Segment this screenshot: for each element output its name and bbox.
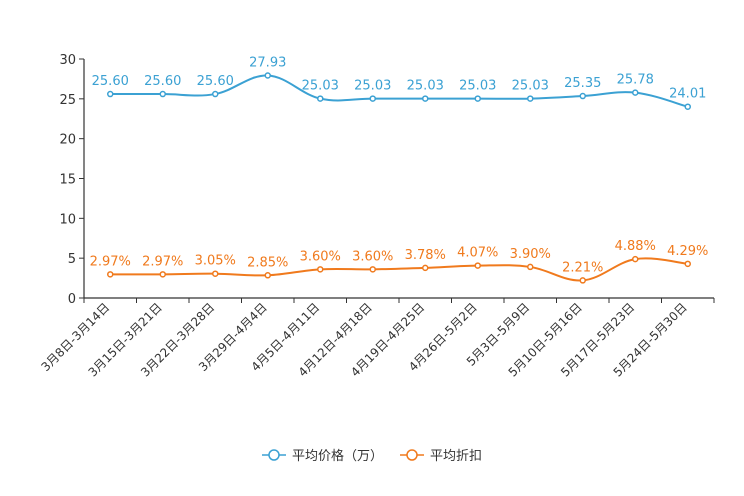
series-line <box>110 74 689 108</box>
data-point[interactable] <box>474 95 481 102</box>
data-point[interactable] <box>579 277 586 284</box>
series-layer: 25.60 25.60 25.60 27.93 25.03 25.03 25.03 25.03… <box>90 55 708 284</box>
data-label: 25.03 <box>407 79 444 94</box>
legend: 平均价格（万） 平均折扣 <box>262 448 482 464</box>
data-point[interactable] <box>422 264 429 272</box>
series-2: 2.97% 2.97% 3.05% 2.85% 3.60% 3.60% 3.78% 4.07%… <box>90 239 708 284</box>
data-label: 3.78% <box>405 248 446 263</box>
y-tick-label: 0 <box>68 292 76 307</box>
data-point[interactable] <box>369 266 376 273</box>
data-label: 2.85% <box>247 255 288 270</box>
data-label: 4.88% <box>615 239 656 254</box>
data-label: 3.05% <box>195 254 236 269</box>
series-line <box>110 257 688 282</box>
data-point[interactable] <box>632 89 639 96</box>
legend-marker-icon <box>406 449 418 461</box>
y-axis: 0 5 10 15 20 25 30 <box>59 53 85 307</box>
data-label: 2.97% <box>142 254 183 269</box>
data-point[interactable] <box>107 90 114 98</box>
data-point[interactable] <box>527 95 534 102</box>
data-label: 27.93 <box>249 55 286 70</box>
data-point[interactable] <box>579 92 586 100</box>
data-label: 2.21% <box>562 260 603 275</box>
legend-label: 平均折扣 <box>430 449 482 464</box>
data-label: 4.07% <box>457 246 498 261</box>
data-point[interactable] <box>317 95 324 102</box>
data-label: 24.01 <box>669 87 706 102</box>
data-label: 25.60 <box>144 74 181 89</box>
data-point[interactable] <box>159 271 166 278</box>
y-tick-label: 25 <box>59 93 76 108</box>
data-point[interactable] <box>317 266 324 273</box>
data-label: 25.60 <box>197 74 234 89</box>
legend-label: 平均价格（万） <box>292 448 383 464</box>
data-point[interactable] <box>527 263 534 271</box>
y-tick-label: 15 <box>59 173 76 188</box>
data-point[interactable] <box>264 272 271 279</box>
data-label: 4.29% <box>667 244 708 259</box>
data-label: 3.60% <box>300 249 341 264</box>
y-tick-label: 20 <box>59 133 76 148</box>
series-1: 25.60 25.60 25.60 27.93 25.03 25.03 25.03 25.03… <box>92 55 706 110</box>
legend-item-1[interactable]: 平均价格（万） <box>262 448 383 464</box>
y-tick-label: 5 <box>68 252 76 267</box>
data-label: 2.97% <box>90 254 131 269</box>
data-label: 25.03 <box>459 79 496 94</box>
data-label: 25.78 <box>617 73 654 88</box>
data-point[interactable] <box>159 90 166 98</box>
data-point[interactable] <box>107 271 114 278</box>
data-point[interactable] <box>212 90 219 98</box>
data-label: 25.35 <box>564 76 601 91</box>
x-axis: 3月8日-3月14日3月15日-3月21日3月22日-3月28日3月29日-4月… <box>38 297 715 380</box>
legend-marker-icon <box>268 449 280 461</box>
data-label: 25.03 <box>512 79 549 94</box>
legend-item-2[interactable]: 平均折扣 <box>400 449 482 464</box>
data-point[interactable] <box>684 260 691 268</box>
data-point[interactable] <box>422 95 429 102</box>
data-point[interactable] <box>369 95 376 102</box>
data-label: 25.60 <box>92 74 129 89</box>
data-label: 25.03 <box>302 79 339 94</box>
y-tick-label: 30 <box>59 53 76 68</box>
data-label: 25.03 <box>354 79 391 94</box>
data-label: 3.90% <box>510 247 551 262</box>
data-point[interactable] <box>632 255 639 263</box>
data-point[interactable] <box>474 262 481 269</box>
data-point[interactable] <box>264 72 271 79</box>
data-label: 3.60% <box>352 249 393 264</box>
y-tick-label: 10 <box>59 212 76 227</box>
data-point[interactable] <box>212 270 219 277</box>
data-point[interactable] <box>684 103 691 110</box>
